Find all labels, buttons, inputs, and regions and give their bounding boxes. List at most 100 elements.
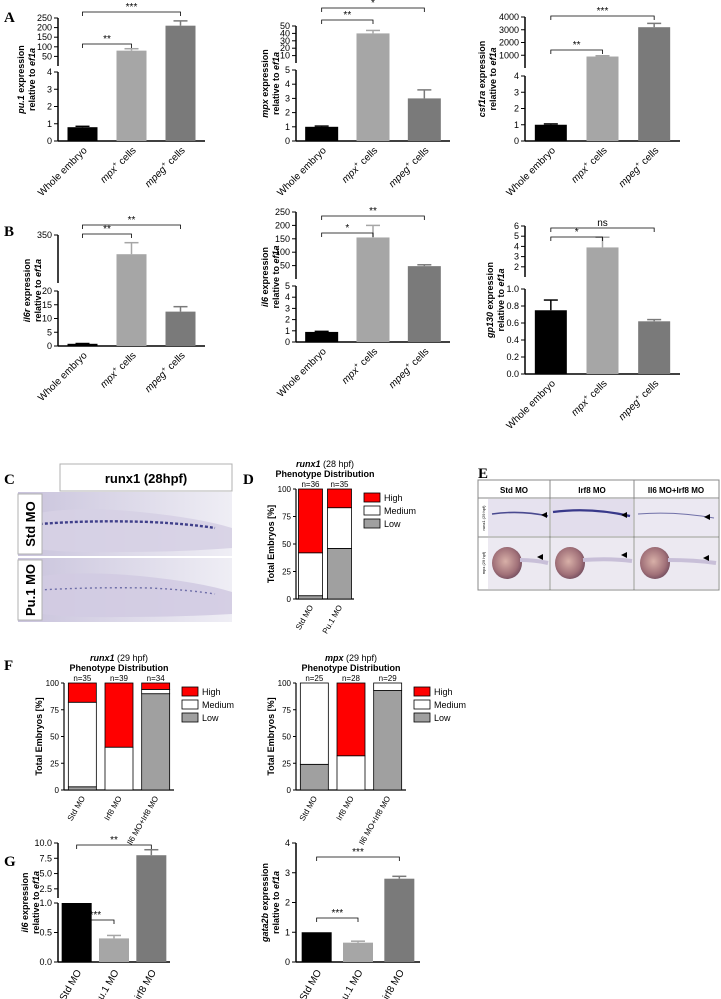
x-tick-label: Whole embryo xyxy=(275,145,329,199)
panel-c-title: runx1 (28hpf) xyxy=(105,471,187,486)
x-tick-label: Il6 MO+Irf8 MO xyxy=(357,795,392,847)
n-label: n=35 xyxy=(73,674,92,683)
n-label: n=29 xyxy=(379,674,398,683)
n-label: n=35 xyxy=(330,480,349,489)
legend-label-medium: Medium xyxy=(434,700,466,710)
significance-label: * xyxy=(345,223,349,234)
y-axis-label: Total Embryos [%] xyxy=(34,697,44,775)
n-label: n=36 xyxy=(301,480,320,489)
x-tick-label: pu.1 MO xyxy=(93,968,122,999)
significance-bracket xyxy=(550,227,655,232)
bar-2 xyxy=(586,56,619,141)
x-tick-label: mpeg+ cells xyxy=(142,145,187,190)
significance-bracket xyxy=(76,844,152,849)
yolk-e1 xyxy=(492,547,522,579)
y-tick-label: 30 xyxy=(280,36,290,46)
x-tick-label: mpx+ cells xyxy=(569,378,610,419)
panel-c-ish: runx1 (28hpf) Std MO Pu.1 MO xyxy=(17,463,233,622)
bar-3 xyxy=(638,27,671,142)
y-tick-label: 75 xyxy=(282,706,291,715)
x-tick-label: mpx+ cells xyxy=(339,145,380,186)
significance-label: *** xyxy=(89,910,101,921)
legend-swatch-low xyxy=(181,712,199,723)
y-tick-label: 50 xyxy=(280,261,290,271)
significance-bracket xyxy=(316,856,400,861)
significance-bracket xyxy=(82,233,132,238)
panel-c-row-label-box-pu1 xyxy=(17,559,43,621)
chart-g1: 0.0 0.5 1.0 2.5 5.0 7.5 10.0 il6 expressionrela… xyxy=(20,835,170,999)
y-tick-label: 4 xyxy=(47,67,52,77)
y-tick-label: 1 xyxy=(47,119,52,129)
legend-label-medium: Medium xyxy=(202,700,234,710)
segment-medium xyxy=(298,552,323,597)
x-tick-label: mpeg+ cells xyxy=(142,350,187,395)
embryo-c-pu1 xyxy=(30,573,232,618)
bar-2 xyxy=(99,938,129,962)
arrowhead-e5 xyxy=(621,552,627,558)
legend-swatch-high xyxy=(181,686,199,697)
x-tick-label: Std MO xyxy=(294,604,315,632)
segment-low xyxy=(373,690,403,791)
y-tick-label: 100 xyxy=(37,42,52,52)
y-tick-label: 250 xyxy=(275,207,290,217)
significance-bracket xyxy=(550,49,603,54)
y-tick-label: 4 xyxy=(514,241,519,251)
panel-c-title-box xyxy=(59,463,233,492)
y-tick-label: 1 xyxy=(514,120,519,130)
y-axis-label: il6 expressionrelative to ef1a xyxy=(260,245,281,308)
x-tick-label: Whole embryo xyxy=(36,145,90,199)
significance-bracket xyxy=(316,917,359,922)
panel-e-col-irf8: Irf8 MO xyxy=(578,486,606,495)
x-tick-label: Irf8 MO xyxy=(335,795,356,823)
y-tick-label: 0 xyxy=(47,136,52,146)
segment-high xyxy=(327,488,352,509)
tail-e1 xyxy=(519,558,549,565)
y-tick-label: 350 xyxy=(37,230,52,240)
bar-1 xyxy=(301,932,332,962)
x-tick-label: Il6 MO+Irf8 MO xyxy=(125,795,160,847)
significance-label: * xyxy=(371,0,375,9)
significance-label: ** xyxy=(103,34,111,45)
panel-label-a: A xyxy=(4,10,15,26)
significance-label: *** xyxy=(126,2,138,13)
y-tick-label: 0.8 xyxy=(506,301,519,311)
significance-bracket xyxy=(82,224,181,229)
significance-label: *** xyxy=(331,908,343,919)
significance-label: ** xyxy=(369,206,377,217)
y-tick-label: 10 xyxy=(280,51,290,61)
y-tick-label: 5 xyxy=(285,281,290,291)
y-tick-label: 0.0 xyxy=(39,957,52,967)
bar-2 xyxy=(356,33,390,141)
y-tick-label: 75 xyxy=(50,706,59,715)
bar-2 xyxy=(116,50,147,141)
y-tick-label: 200 xyxy=(37,23,52,33)
segment-low xyxy=(299,763,329,791)
chart-b2: 012 345 50 100 150 200 250 il6 expressionrelati… xyxy=(260,206,450,400)
panel-label-e: E xyxy=(478,466,488,482)
y-tick-label: 1000 xyxy=(499,50,519,60)
y-tick-label: 1 xyxy=(285,927,290,937)
segment-low xyxy=(327,548,352,600)
significance-bracket xyxy=(550,15,655,20)
y-tick-label: 20 xyxy=(280,43,290,53)
panel-e-row-runx1: runx1 (29 hpf) xyxy=(481,505,486,531)
runx1-signal-std xyxy=(39,520,216,530)
legend-swatch-low xyxy=(363,518,381,529)
bar-2 xyxy=(356,237,390,342)
y-tick-label: 1.0 xyxy=(39,898,52,908)
panel-e-img-r1c2 xyxy=(551,499,633,536)
y-tick-label: 0 xyxy=(47,341,52,351)
chart-title: runx1 (29 hpf) xyxy=(90,653,148,663)
y-tick-label: 2 xyxy=(514,104,519,114)
y-tick-label: 10.0 xyxy=(34,838,52,848)
y-tick-label: 0.5 xyxy=(39,928,52,938)
bar-1 xyxy=(67,343,98,346)
arrowhead-e3 xyxy=(704,514,710,520)
significance-label: ** xyxy=(103,224,111,235)
panel-e-ish: Std MO Irf8 MO Il6 MO+Irf8 MO runx1 (29 … xyxy=(477,479,720,591)
y-tick-label: 3 xyxy=(285,868,290,878)
segment-medium xyxy=(336,755,366,791)
y-tick-label: 5.0 xyxy=(39,869,52,879)
tail-e3 xyxy=(667,558,717,565)
